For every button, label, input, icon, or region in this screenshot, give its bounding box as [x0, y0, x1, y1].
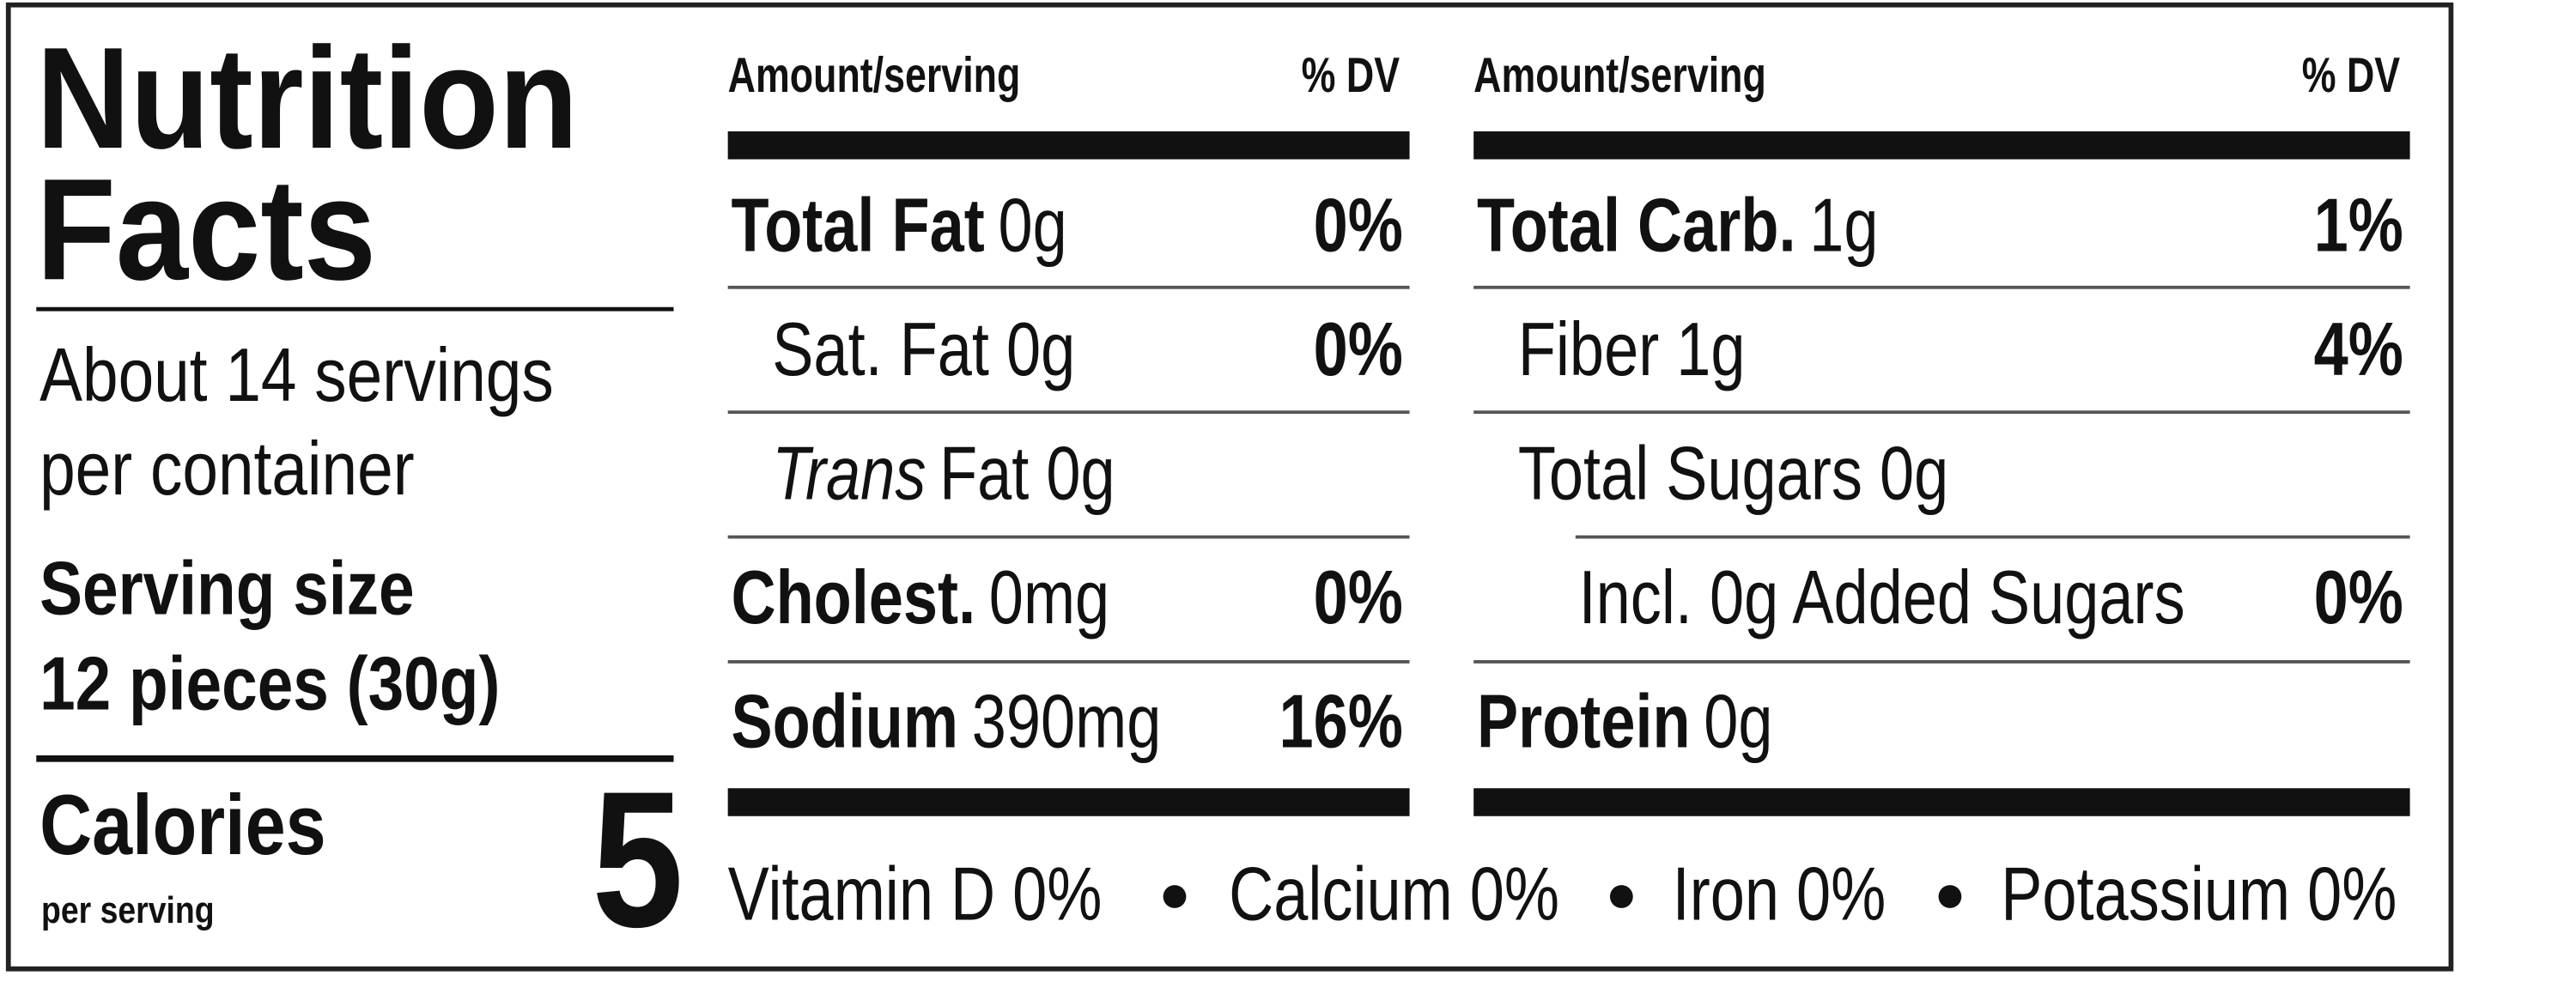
- nutrient-amount: 390mg: [972, 680, 1162, 764]
- vitamin-item: Iron 0%: [1673, 852, 1886, 937]
- nutrient-row: Total Fat 0g: [731, 184, 1066, 268]
- daily-value: 1%: [2314, 184, 2403, 268]
- nutrient-row: Incl. 0g Added Sugars: [1579, 555, 2185, 640]
- nutrient-name: Sodium: [731, 680, 958, 764]
- nutrient-name: Trans: [772, 432, 926, 516]
- column-header: % DV: [1302, 47, 1400, 103]
- daily-value: 4%: [2314, 307, 2403, 391]
- nutrient-amount: Fat 0g: [939, 432, 1115, 516]
- servings-line: About 14 servings: [39, 333, 554, 417]
- nutrient-name: Sat. Fat 0g: [772, 307, 1075, 391]
- divider: [36, 755, 674, 762]
- calories-sublabel: per serving: [41, 888, 215, 931]
- column-header: % DV: [2302, 47, 2400, 103]
- nutrient-amount: 0mg: [989, 555, 1109, 640]
- thick-bar: [727, 788, 1410, 816]
- row-separator: [1473, 285, 2410, 289]
- thick-bar: [1473, 131, 2410, 160]
- title-line: Facts: [36, 149, 376, 310]
- thick-bar: [727, 131, 1410, 160]
- calories-value: 5: [592, 751, 683, 967]
- nutrient-row: Trans Fat 0g: [772, 432, 1115, 516]
- daily-value: 0%: [1314, 555, 1403, 640]
- row-separator: [1473, 410, 2410, 415]
- servings-line: per container: [39, 427, 415, 511]
- nutrient-amount: 1g: [1809, 184, 1878, 268]
- nutrient-amount: 0g: [1704, 680, 1772, 764]
- row-separator: [727, 285, 1410, 289]
- vitamin-item: Potassium 0%: [2001, 852, 2397, 937]
- nutrient-name: Total Carb.: [1477, 184, 1796, 268]
- nutrient-name: Protein: [1477, 680, 1691, 764]
- vitamin-item: Calcium 0%: [1229, 852, 1559, 937]
- row-separator: [727, 535, 1410, 539]
- row-separator: [727, 410, 1410, 415]
- calories-label: Calories: [39, 776, 326, 872]
- nutrient-row: Fiber 1g: [1518, 307, 1746, 391]
- nutrient-name: Incl. 0g Added Sugars: [1579, 555, 2185, 640]
- nutrient-name: Total Sugars 0g: [1518, 432, 1948, 516]
- nutrient-row: Sodium 390mg: [731, 680, 1161, 764]
- title-line: Nutrition: [36, 17, 578, 179]
- nutrient-name: Fiber 1g: [1518, 307, 1746, 391]
- thick-bar: [1473, 788, 2410, 816]
- vitamin-item: Vitamin D 0%: [728, 852, 1103, 937]
- divider: [36, 306, 674, 312]
- column-header: Amount/serving: [1473, 47, 1766, 103]
- serving-size-value: 12 pieces (30g): [39, 642, 500, 726]
- row-separator: [1473, 660, 2410, 664]
- bullet: [1938, 885, 1962, 908]
- nutrient-amount: 0g: [998, 184, 1066, 268]
- nutrient-row: Sat. Fat 0g: [772, 307, 1075, 391]
- daily-value: 0%: [2314, 555, 2403, 640]
- bullet: [1609, 885, 1633, 908]
- bullet: [1163, 885, 1187, 908]
- nutrient-row: Total Carb. 1g: [1477, 184, 1878, 268]
- nutrient-row: Protein 0g: [1477, 680, 1773, 764]
- nutrient-row: Cholest. 0mg: [731, 555, 1109, 640]
- nutrient-name: Total Fat: [731, 184, 984, 268]
- daily-value: 0%: [1314, 307, 1403, 391]
- nutrient-row: Total Sugars 0g: [1518, 432, 1948, 516]
- daily-value: 16%: [1279, 680, 1402, 764]
- row-separator: [1575, 535, 2410, 539]
- daily-value: 0%: [1314, 184, 1403, 268]
- serving-size-label: Serving size: [39, 547, 414, 631]
- row-separator: [727, 660, 1410, 664]
- nutrient-name: Cholest.: [731, 555, 975, 640]
- column-header: Amount/serving: [728, 47, 1021, 103]
